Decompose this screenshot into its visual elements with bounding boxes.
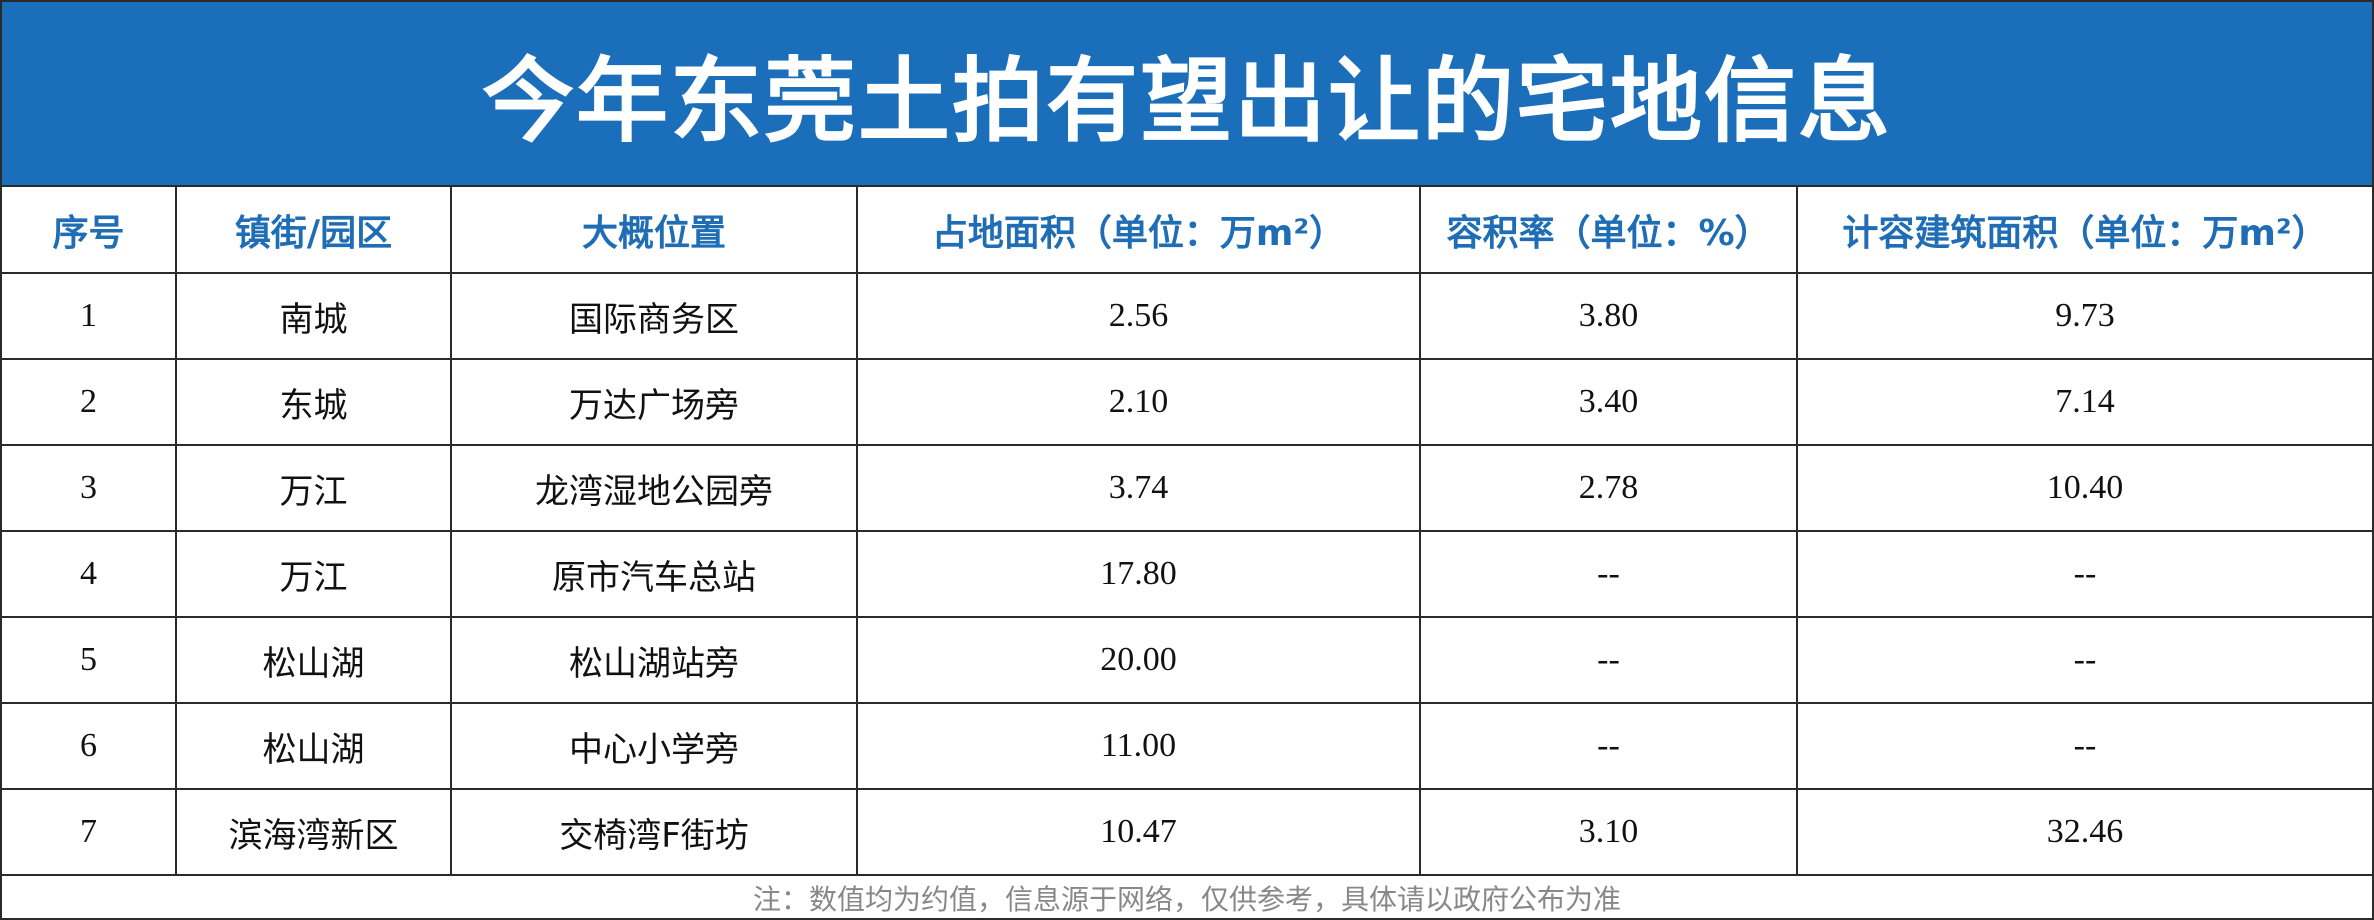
header-cell: 序号 xyxy=(2,185,177,274)
table-cell: -- xyxy=(1796,702,2372,790)
table-cell: 5 xyxy=(2,616,177,704)
table-cell: 万达广场旁 xyxy=(450,358,858,446)
table-cell: 松山湖站旁 xyxy=(450,616,858,704)
table-cell: -- xyxy=(1419,702,1798,790)
table-cell: -- xyxy=(1419,616,1798,704)
table-cell: 2.56 xyxy=(856,272,1421,360)
table-cell: 东城 xyxy=(175,358,452,446)
table-cell: 3.10 xyxy=(1419,788,1798,876)
table-cell: 南城 xyxy=(175,272,452,360)
table-cell: 7.14 xyxy=(1796,358,2372,446)
table-row: 7 滨海湾新区 交椅湾F街坊 10.47 3.10 32.46 xyxy=(2,788,2372,876)
table-cell: 7 xyxy=(2,788,177,876)
table-row: 4 万江 原市汽车总站 17.80 -- -- xyxy=(2,530,2372,618)
table-body: 1 南城 国际商务区 2.56 3.80 9.73 2 东城 万达广场旁 2.10 3.40 7.14… xyxy=(2,272,2372,876)
table-cell: 4 xyxy=(2,530,177,618)
footnote: 注：数值均为约值，信息源于网络，仅供参考，具体请以政府公布为准 xyxy=(752,883,1621,916)
table-cell: 3 xyxy=(2,444,177,532)
table-cell: 龙湾湿地公园旁 xyxy=(450,444,858,532)
table-cell: 2 xyxy=(2,358,177,446)
table-cell: 3.40 xyxy=(1419,358,1798,446)
header-cell: 占地面积（单位：万m²） xyxy=(856,185,1421,274)
table-cell: 中心小学旁 xyxy=(450,702,858,790)
table-cell: 9.73 xyxy=(1796,272,2372,360)
table-row: 1 南城 国际商务区 2.56 3.80 9.73 xyxy=(2,272,2372,360)
table-cell: 2.10 xyxy=(856,358,1421,446)
table-cell: 6 xyxy=(2,702,177,790)
table-cell: 10.40 xyxy=(1796,444,2372,532)
header-cell: 镇街/园区 xyxy=(175,185,452,274)
table-cell: 1 xyxy=(2,272,177,360)
table-row: 6 松山湖 中心小学旁 11.00 -- -- xyxy=(2,702,2372,790)
table-cell: 20.00 xyxy=(856,616,1421,704)
table-cell: 3.74 xyxy=(856,444,1421,532)
header-cell: 容积率（单位：%） xyxy=(1419,185,1798,274)
table-cell: 32.46 xyxy=(1796,788,2372,876)
table-cell: 松山湖 xyxy=(175,616,452,704)
table-row: 3 万江 龙湾湿地公园旁 3.74 2.78 10.40 xyxy=(2,444,2372,532)
table-cell: -- xyxy=(1419,530,1798,618)
table-cell: 原市汽车总站 xyxy=(450,530,858,618)
table-cell: 松山湖 xyxy=(175,702,452,790)
data-table: 序号 镇街/园区 大概位置 占地面积（单位：万m²） 容积率（单位：%） 计容建筑面积（单… xyxy=(2,185,2372,876)
table-cell: 17.80 xyxy=(856,530,1421,618)
header-row: 序号 镇街/园区 大概位置 占地面积（单位：万m²） 容积率（单位：%） 计容建筑面积（单… xyxy=(2,185,2372,274)
table-cell: 滨海湾新区 xyxy=(175,788,452,876)
table-cell: -- xyxy=(1796,616,2372,704)
table-cell: 2.78 xyxy=(1419,444,1798,532)
table-cell: 3.80 xyxy=(1419,272,1798,360)
table-cell: 国际商务区 xyxy=(450,272,858,360)
table-cell: 11.00 xyxy=(856,702,1421,790)
title: 今年东莞土拍有望出让的宅地信息 xyxy=(2,2,2372,185)
table-row: 2 东城 万达广场旁 2.10 3.40 7.14 xyxy=(2,358,2372,446)
header-cell: 大概位置 xyxy=(450,185,858,274)
table-cell: 交椅湾F街坊 xyxy=(450,788,858,876)
table-cell: 10.47 xyxy=(856,788,1421,876)
table-cell: 万江 xyxy=(175,444,452,532)
header-cell: 计容建筑面积（单位：万m²） xyxy=(1796,185,2372,274)
table-cell: 万江 xyxy=(175,530,452,618)
table-cell: -- xyxy=(1796,530,2372,618)
table-row: 5 松山湖 松山湖站旁 20.00 -- -- xyxy=(2,616,2372,704)
